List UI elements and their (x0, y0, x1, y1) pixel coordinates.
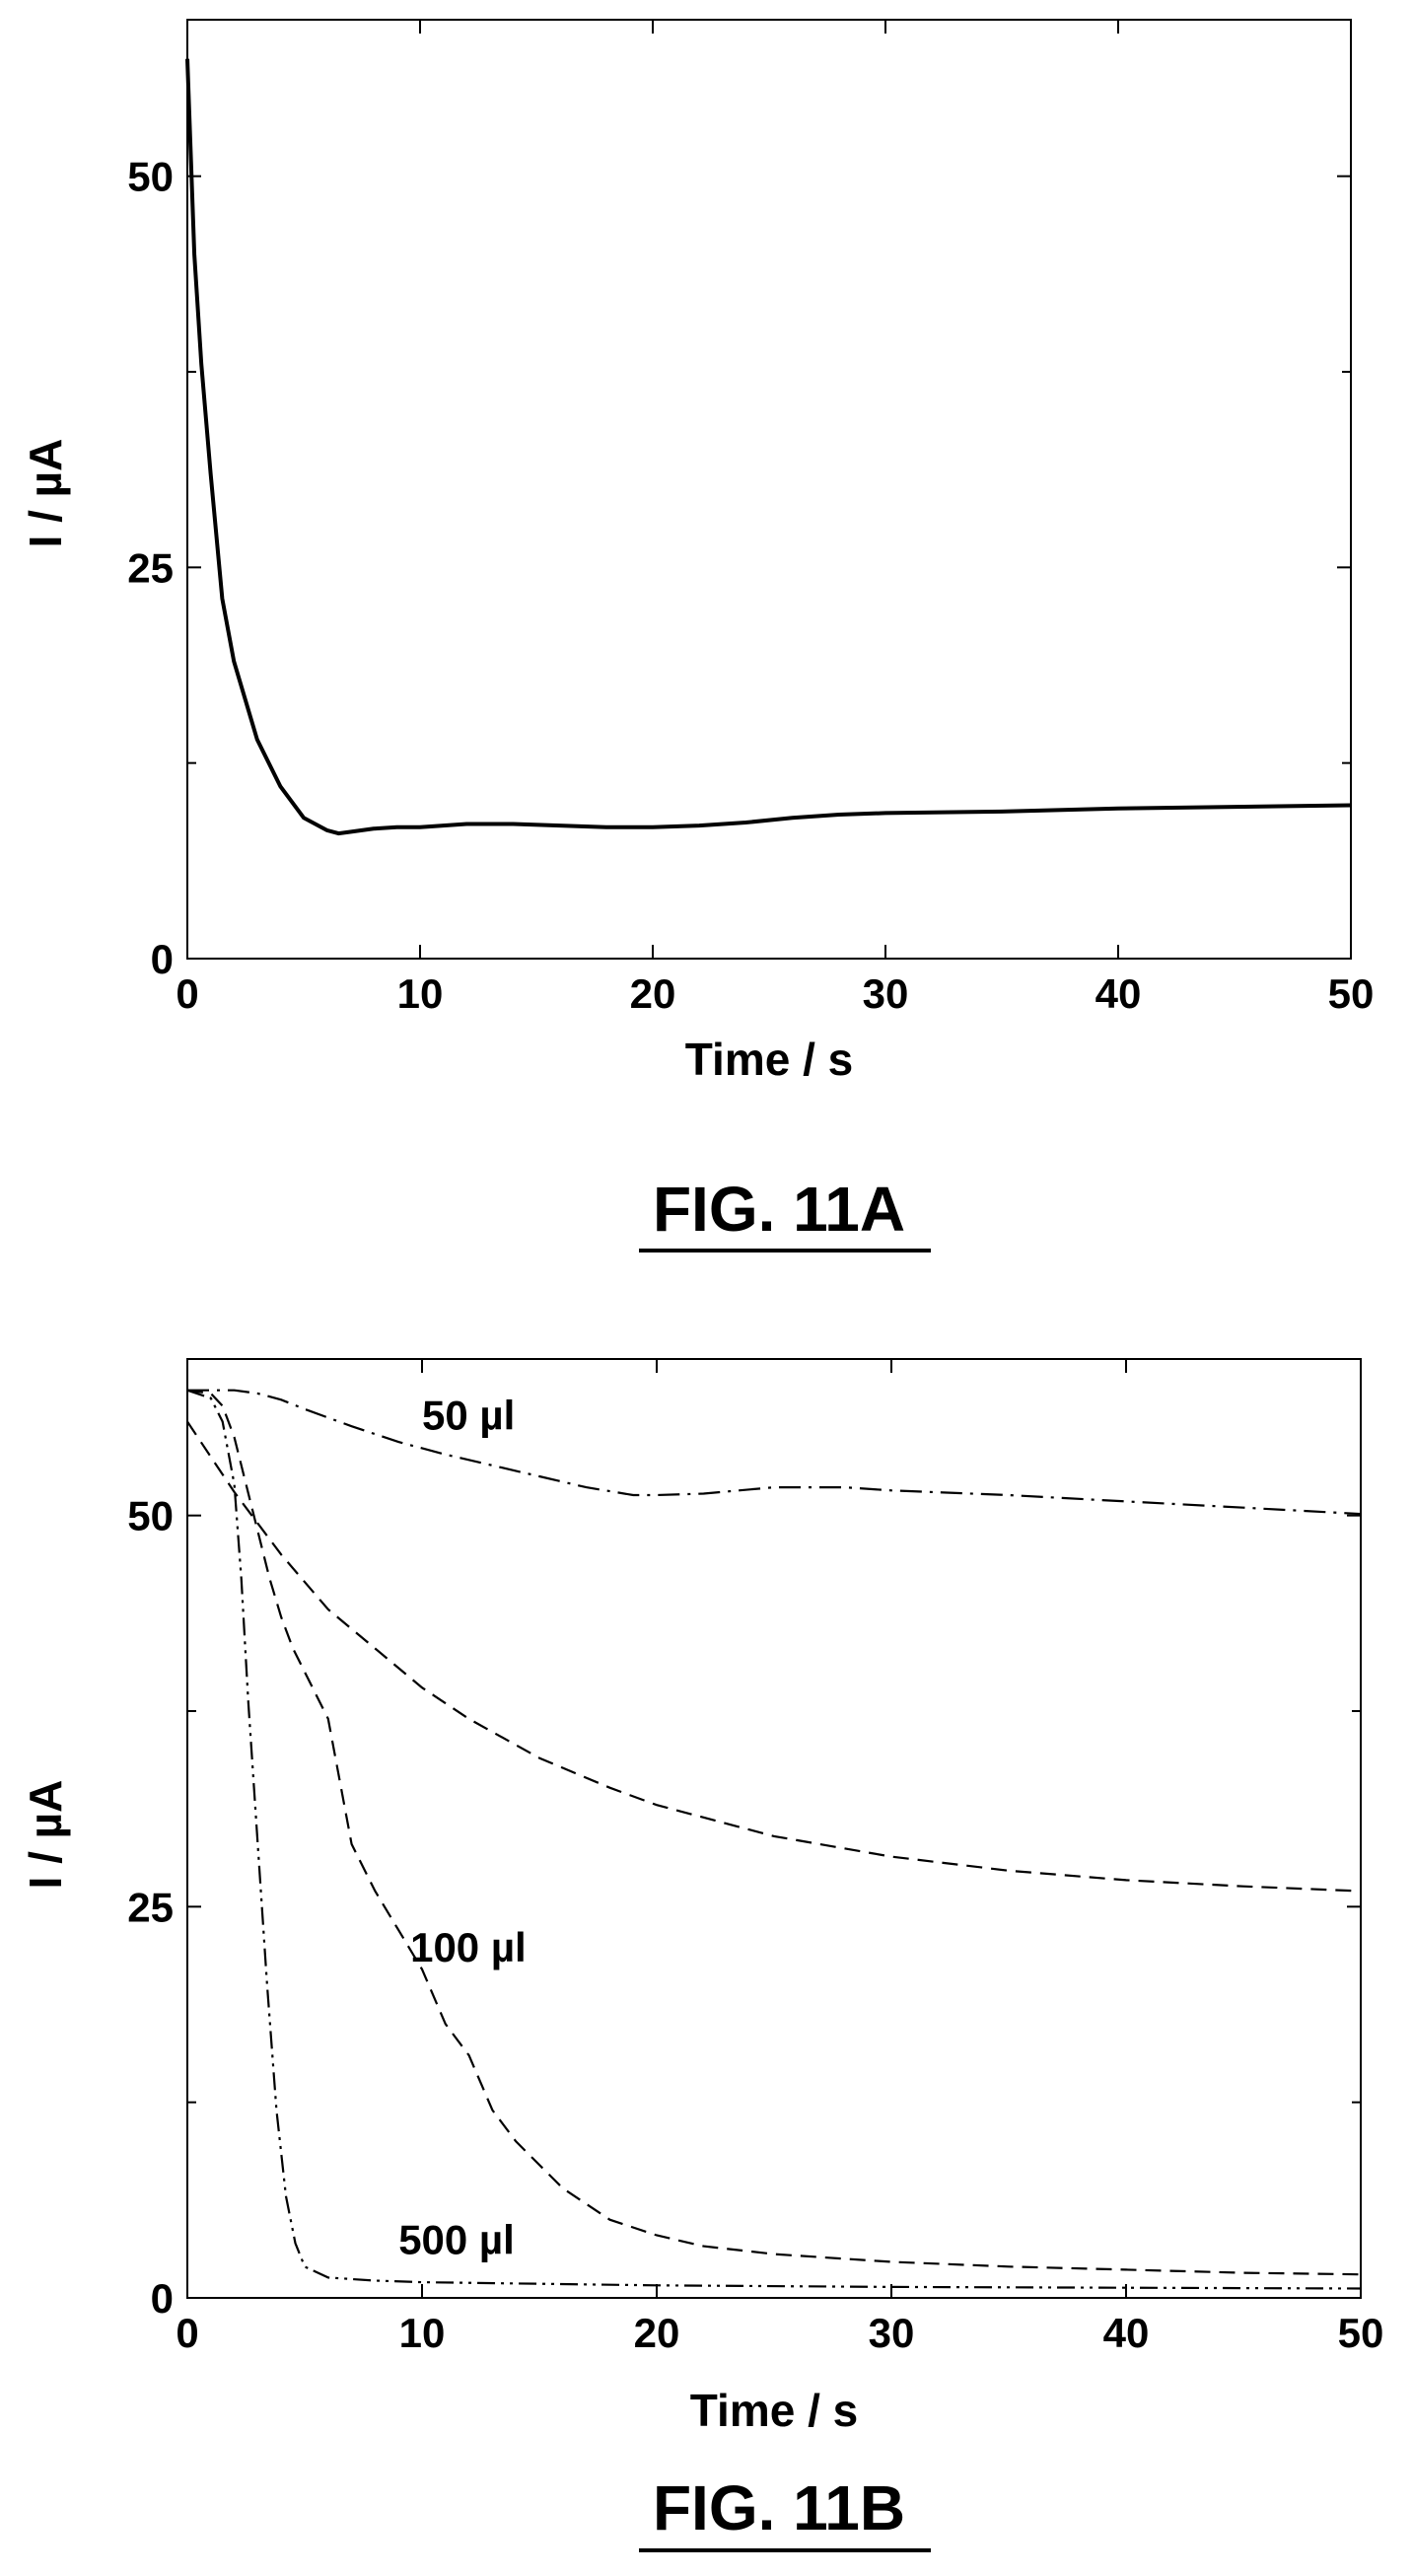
chart-11b-ylabel: I / µA (20, 1780, 71, 1890)
chart-11a-xtick-label: 20 (630, 970, 676, 1017)
chart-11b-xlabel: Time / s (690, 2385, 858, 2436)
chart-11b-series-label-2: 100 µl (410, 1924, 527, 1970)
chart-11b-xtick-label: 50 (1338, 2310, 1384, 2356)
chart-11b-series-labels: 50 µl 100 µl 500 µl (398, 1392, 527, 2262)
chart-11a-xtick-label: 0 (176, 970, 198, 1017)
chart-11a-xlabel: Time / s (685, 1034, 853, 1085)
chart-11a-xtick-label: 50 (1328, 970, 1375, 1017)
chart-11b-ytick-label: 0 (151, 2275, 174, 2322)
chart-11b-frame (186, 1358, 1362, 2299)
chart-11b-ticks: 0 10 20 30 40 50 0 25 50 (127, 1359, 1383, 2356)
chart-11a-xtick-label: 10 (397, 970, 444, 1017)
chart-11b-series-2 (186, 1389, 1362, 2276)
chart-11b-series-label-0: 50 µl (422, 1392, 515, 1438)
chart-11a-caption: FIG. 11A (653, 1174, 905, 1245)
chart-11b-xtick-label: 10 (399, 2310, 446, 2356)
chart-11b-xtick-label: 0 (176, 2310, 198, 2356)
chart-11b-series-3 (186, 1389, 1362, 2290)
chart-11a-xtick-label: 40 (1095, 970, 1142, 1017)
chart-11a-xtick-label: 30 (863, 970, 909, 1017)
chart-11b-series-0 (187, 1389, 1362, 1516)
chart-11b: 0 10 20 30 40 50 0 25 50 Time / s I / µA 50 µl 10… (20, 1358, 1383, 2552)
chart-11a: 0 10 20 30 40 50 0 25 50 Time / s I / µA FIG. 11… (20, 19, 1374, 1252)
chart-11a-ytick-label: 0 (151, 936, 174, 982)
chart-11a-series-0 (185, 58, 1352, 836)
chart-11b-xtick-label: 30 (869, 2310, 915, 2356)
chart-11b-ytick-label: 25 (127, 1884, 174, 1930)
chart-11b-ytick-label: 50 (127, 1493, 174, 1539)
chart-11b-caption: FIG. 11B (653, 2472, 905, 2543)
chart-11a-ytick-label: 25 (127, 544, 174, 591)
chart-11a-ytick-label: 50 (127, 154, 174, 200)
chart-11b-xtick-label: 40 (1103, 2310, 1150, 2356)
chart-11a-plot (185, 58, 1352, 836)
chart-11b-xtick-label: 20 (634, 2310, 680, 2356)
chart-11a-ylabel: I / µA (20, 439, 71, 548)
chart-11b-series-1 (186, 1420, 1362, 1893)
chart-11b-plot (186, 1389, 1362, 2290)
chart-11a-frame (186, 19, 1352, 960)
chart-11a-ticks: 0 10 20 30 40 50 0 25 50 (127, 20, 1374, 1017)
chart-11b-series-label-3: 500 µl (398, 2217, 515, 2263)
